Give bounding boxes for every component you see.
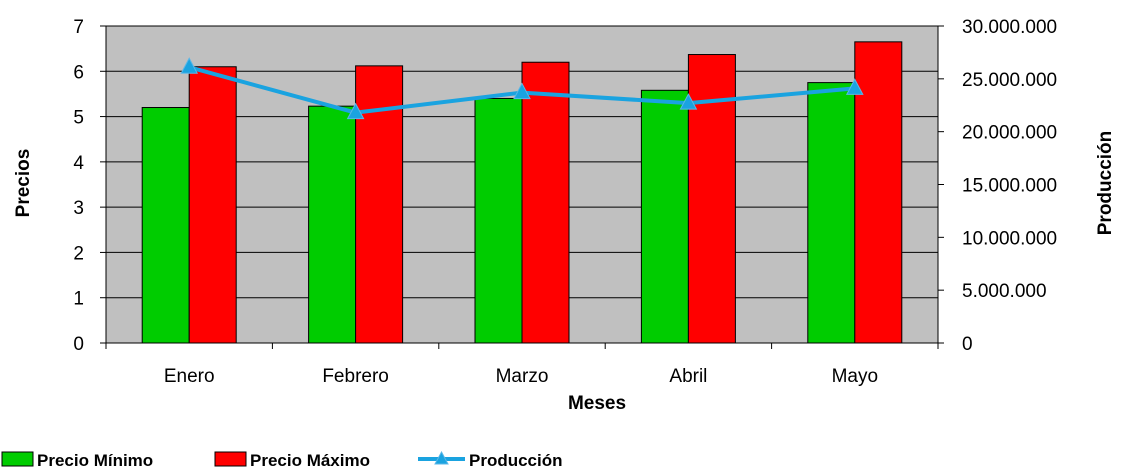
bars [141, 41, 903, 344]
bar-precio-minimo-enero [141, 107, 190, 344]
y-tick-label: 1 [73, 289, 84, 310]
point-produccion-febrero [346, 102, 365, 120]
tick-labels: 0 1 2 3 4 5 6 7 0 5.000.000 10.000.000 15.000.000 20… [73, 17, 1057, 387]
bar-precio-minimo-mayo [807, 82, 856, 344]
x-tick-label-febrero: Febrero [322, 366, 389, 387]
bar-precio-minimo-febrero [308, 105, 357, 344]
y-tick-label: 0 [73, 334, 84, 355]
legend: Precio Mínimo Precio Máximo Producción [1, 450, 563, 470]
point-produccion-abril [679, 93, 698, 110]
y-tick-label: 5 [73, 108, 84, 129]
legend-label-precio-maximo: Precio Máximo [250, 451, 370, 470]
x-tick-label-mayo: Mayo [832, 366, 878, 387]
y-tick-label: 7 [73, 17, 84, 38]
legend-marker-produccion [434, 450, 449, 465]
legend-label-precio-minimo: Precio Mínimo [37, 451, 153, 470]
legend-swatch-precio-maximo [214, 451, 247, 467]
y2-tick-label: 25.000.000 [962, 70, 1057, 91]
y2-axis-title: Producción [1095, 131, 1116, 236]
y2-tick-label: 30.000.000 [962, 17, 1057, 38]
legend-label-produccion: Producción [469, 451, 563, 470]
y-tick-label: 3 [73, 198, 84, 219]
y-tick-label: 2 [73, 243, 84, 264]
point-produccion-enero [180, 57, 199, 74]
legend-swatch-precio-minimo [1, 451, 34, 467]
y-tick-label: 6 [73, 62, 84, 83]
production-line [180, 57, 864, 120]
point-produccion-mayo [845, 78, 864, 95]
y2-tick-label: 0 [962, 334, 973, 355]
x-axis-title: Meses [568, 393, 626, 414]
y2-tick-label: 10.000.000 [962, 228, 1057, 249]
bar-precio-minimo-marzo [474, 97, 523, 344]
bar-precio-maximo-enero [188, 66, 237, 344]
bar-precio-maximo-mayo [854, 41, 903, 344]
y2-tick-label: 20.000.000 [962, 123, 1057, 144]
x-tick-label-abril: Abril [669, 366, 707, 387]
x-tick-label-marzo: Marzo [496, 366, 549, 387]
y2-tick-label: 15.000.000 [962, 176, 1057, 197]
y-axis-title: Precios [13, 149, 34, 218]
bar-precio-minimo-abril [640, 89, 689, 344]
bar-precio-maximo-marzo [521, 61, 570, 344]
point-produccion-marzo [513, 82, 531, 100]
axes [100, 25, 944, 349]
y-tick-label: 4 [73, 153, 84, 174]
y2-tick-label: 5.000.000 [962, 281, 1047, 302]
x-tick-label-enero: Enero [164, 366, 215, 387]
